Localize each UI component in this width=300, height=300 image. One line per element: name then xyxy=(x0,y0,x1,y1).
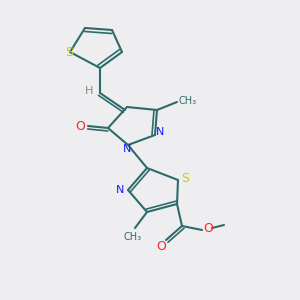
Text: H: H xyxy=(85,86,93,96)
Text: CH₃: CH₃ xyxy=(179,96,197,106)
Text: O: O xyxy=(156,241,166,254)
Text: N: N xyxy=(123,144,131,154)
Text: S: S xyxy=(181,172,189,184)
Text: N: N xyxy=(116,185,124,195)
Text: O: O xyxy=(75,119,85,133)
Text: N: N xyxy=(156,127,164,137)
Text: S: S xyxy=(65,46,73,59)
Text: CH₃: CH₃ xyxy=(124,232,142,242)
Text: O: O xyxy=(203,223,213,236)
